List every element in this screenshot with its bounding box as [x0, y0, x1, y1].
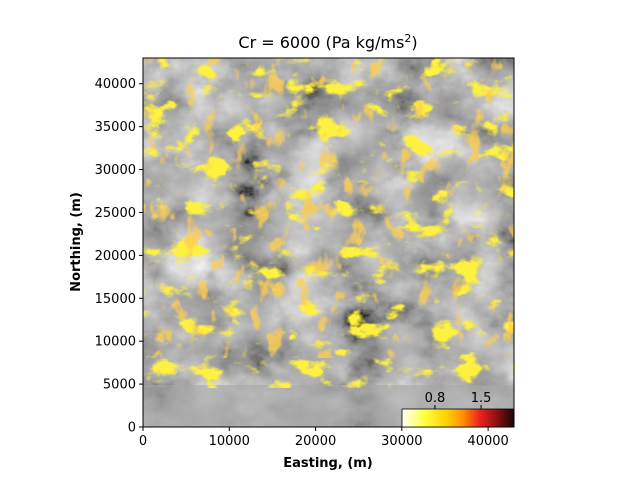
y-tick-label: 30000 — [95, 163, 136, 178]
x-tick-label: 40000 — [467, 434, 508, 449]
y-ticks: 0 5000 10000 15000 20000 25000 30000 35000 40000 — [95, 77, 143, 436]
y-tick-label: 5000 — [103, 378, 136, 393]
y-tick-label: 25000 — [95, 206, 136, 221]
x-axis-label: Easting, (m) — [283, 456, 373, 471]
y-tick-label: 20000 — [95, 249, 136, 264]
chart-title: Cr = 6000 (Pa kg/ms2) — [238, 32, 417, 52]
axes-frame — [142, 57, 515, 428]
colorbar-tick-label: 1.5 — [471, 391, 492, 406]
x-tick-label: 30000 — [381, 434, 422, 449]
colorbar-gradient — [401, 408, 515, 428]
x-tick-label: 0 — [139, 434, 147, 449]
y-tick-label: 15000 — [95, 292, 136, 307]
y-axis-label: Northing, (m) — [69, 192, 84, 292]
x-ticks: 0 10000 20000 30000 40000 — [139, 427, 509, 449]
plot-area — [143, 58, 514, 427]
y-tick-label: 35000 — [95, 120, 136, 135]
y-tick-label: 0 — [128, 421, 136, 436]
colorbar: 0.8 1.5 — [401, 391, 515, 428]
colorbar-tick-label: 0.8 — [425, 391, 446, 406]
y-tick-label: 40000 — [95, 77, 136, 92]
colorbar-ticks: 0.8 1.5 — [425, 391, 492, 409]
x-tick-label: 10000 — [209, 434, 250, 449]
y-tick-label: 10000 — [95, 335, 136, 350]
hazard-overlay-orange — [143, 58, 514, 358]
x-tick-label: 20000 — [295, 434, 336, 449]
